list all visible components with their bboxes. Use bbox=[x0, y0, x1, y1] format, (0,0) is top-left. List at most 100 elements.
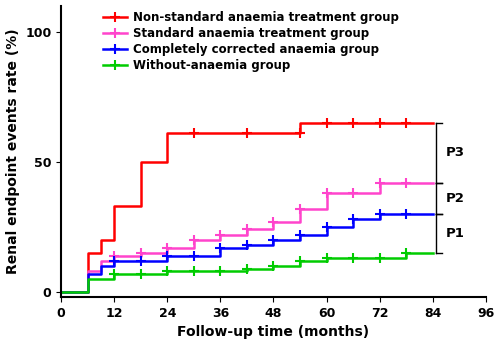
Legend: Non-standard anaemia treatment group, Standard anaemia treatment group, Complete: Non-standard anaemia treatment group, St… bbox=[101, 9, 401, 74]
Non-standard anaemia treatment group bbox=[111, 238, 117, 242]
Standard anaemia treatment group bbox=[191, 246, 197, 250]
Without-anaemia group bbox=[218, 269, 224, 273]
Standard anaemia treatment group bbox=[58, 290, 64, 294]
Without-anaemia group bbox=[403, 251, 409, 255]
Without-anaemia group bbox=[376, 256, 382, 260]
Non-standard anaemia treatment group bbox=[430, 121, 436, 125]
Without-anaemia group bbox=[138, 272, 143, 276]
Without-anaemia group bbox=[244, 266, 250, 270]
Line: Completely corrected anaemia group: Completely corrected anaemia group bbox=[61, 214, 432, 292]
Standard anaemia treatment group bbox=[350, 191, 356, 195]
Non-standard anaemia treatment group bbox=[430, 121, 436, 125]
Without-anaemia group bbox=[84, 277, 90, 281]
Standard anaemia treatment group bbox=[218, 233, 224, 237]
Non-standard anaemia treatment group bbox=[403, 121, 409, 125]
Standard anaemia treatment group bbox=[111, 254, 117, 258]
Text: P2: P2 bbox=[446, 192, 465, 205]
Without-anaemia group bbox=[111, 272, 117, 276]
Completely corrected anaemia group bbox=[191, 254, 197, 258]
Completely corrected anaemia group bbox=[191, 254, 197, 258]
Standard anaemia treatment group bbox=[138, 254, 143, 258]
Without-anaemia group bbox=[324, 259, 330, 263]
Non-standard anaemia treatment group bbox=[84, 251, 90, 255]
Without-anaemia group bbox=[138, 272, 143, 276]
Completely corrected anaemia group bbox=[403, 212, 409, 216]
Without-anaemia group bbox=[350, 256, 356, 260]
Completely corrected anaemia group bbox=[403, 212, 409, 216]
Completely corrected anaemia group bbox=[84, 272, 90, 276]
Text: P1: P1 bbox=[446, 227, 465, 240]
Non-standard anaemia treatment group bbox=[350, 121, 356, 125]
Completely corrected anaemia group bbox=[244, 246, 250, 250]
Standard anaemia treatment group bbox=[430, 180, 436, 185]
Completely corrected anaemia group bbox=[350, 225, 356, 229]
Completely corrected anaemia group bbox=[297, 238, 303, 242]
Non-standard anaemia treatment group bbox=[376, 121, 382, 125]
Standard anaemia treatment group bbox=[164, 246, 170, 250]
Non-standard anaemia treatment group bbox=[297, 121, 303, 125]
Standard anaemia treatment group bbox=[376, 180, 382, 185]
Standard anaemia treatment group bbox=[98, 269, 104, 273]
Without-anaemia group bbox=[58, 290, 64, 294]
Non-standard anaemia treatment group bbox=[218, 131, 224, 135]
Without-anaemia group bbox=[111, 277, 117, 281]
Standard anaemia treatment group bbox=[403, 180, 409, 185]
Standard anaemia treatment group bbox=[270, 227, 276, 231]
Without-anaemia group bbox=[270, 264, 276, 268]
Completely corrected anaemia group bbox=[297, 233, 303, 237]
Non-standard anaemia treatment group bbox=[297, 131, 303, 135]
Completely corrected anaemia group bbox=[430, 212, 436, 216]
Non-standard anaemia treatment group bbox=[138, 204, 143, 208]
Completely corrected anaemia group bbox=[164, 254, 170, 258]
Without-anaemia group bbox=[350, 256, 356, 260]
Line: Standard anaemia treatment group: Standard anaemia treatment group bbox=[61, 183, 432, 292]
Completely corrected anaemia group bbox=[270, 243, 276, 247]
Non-standard anaemia treatment group bbox=[164, 160, 170, 164]
Text: P3: P3 bbox=[446, 146, 465, 159]
Standard anaemia treatment group bbox=[244, 233, 250, 237]
Non-standard anaemia treatment group bbox=[58, 290, 64, 294]
Standard anaemia treatment group bbox=[244, 227, 250, 231]
Completely corrected anaemia group bbox=[270, 238, 276, 242]
Line: Non-standard anaemia treatment group: Non-standard anaemia treatment group bbox=[61, 123, 432, 292]
Completely corrected anaemia group bbox=[111, 259, 117, 263]
Non-standard anaemia treatment group bbox=[324, 121, 330, 125]
Y-axis label: Renal endpoint events rate (%): Renal endpoint events rate (%) bbox=[6, 29, 20, 274]
Without-anaemia group bbox=[403, 256, 409, 260]
Non-standard anaemia treatment group bbox=[376, 121, 382, 125]
Completely corrected anaemia group bbox=[98, 264, 104, 268]
Without-anaemia group bbox=[84, 290, 90, 294]
Completely corrected anaemia group bbox=[244, 243, 250, 247]
Completely corrected anaemia group bbox=[58, 290, 64, 294]
Completely corrected anaemia group bbox=[218, 254, 224, 258]
Standard anaemia treatment group bbox=[191, 238, 197, 242]
Without-anaemia group bbox=[270, 266, 276, 270]
Without-anaemia group bbox=[430, 251, 436, 255]
Without-anaemia group bbox=[218, 269, 224, 273]
Standard anaemia treatment group bbox=[297, 207, 303, 211]
Standard anaemia treatment group bbox=[403, 180, 409, 185]
Standard anaemia treatment group bbox=[350, 191, 356, 195]
Without-anaemia group bbox=[324, 256, 330, 260]
Standard anaemia treatment group bbox=[84, 269, 90, 273]
Non-standard anaemia treatment group bbox=[98, 238, 104, 242]
Completely corrected anaemia group bbox=[218, 246, 224, 250]
Standard anaemia treatment group bbox=[297, 219, 303, 224]
Non-standard anaemia treatment group bbox=[164, 131, 170, 135]
Standard anaemia treatment group bbox=[324, 207, 330, 211]
Completely corrected anaemia group bbox=[98, 272, 104, 276]
Standard anaemia treatment group bbox=[138, 251, 143, 255]
X-axis label: Follow-up time (months): Follow-up time (months) bbox=[178, 325, 370, 339]
Non-standard anaemia treatment group bbox=[98, 251, 104, 255]
Without-anaemia group bbox=[164, 272, 170, 276]
Without-anaemia group bbox=[191, 269, 197, 273]
Completely corrected anaemia group bbox=[350, 217, 356, 221]
Standard anaemia treatment group bbox=[324, 191, 330, 195]
Standard anaemia treatment group bbox=[84, 290, 90, 294]
Non-standard anaemia treatment group bbox=[403, 121, 409, 125]
Non-standard anaemia treatment group bbox=[270, 131, 276, 135]
Non-standard anaemia treatment group bbox=[324, 121, 330, 125]
Line: Without-anaemia group: Without-anaemia group bbox=[61, 253, 432, 292]
Completely corrected anaemia group bbox=[324, 225, 330, 229]
Non-standard anaemia treatment group bbox=[111, 204, 117, 208]
